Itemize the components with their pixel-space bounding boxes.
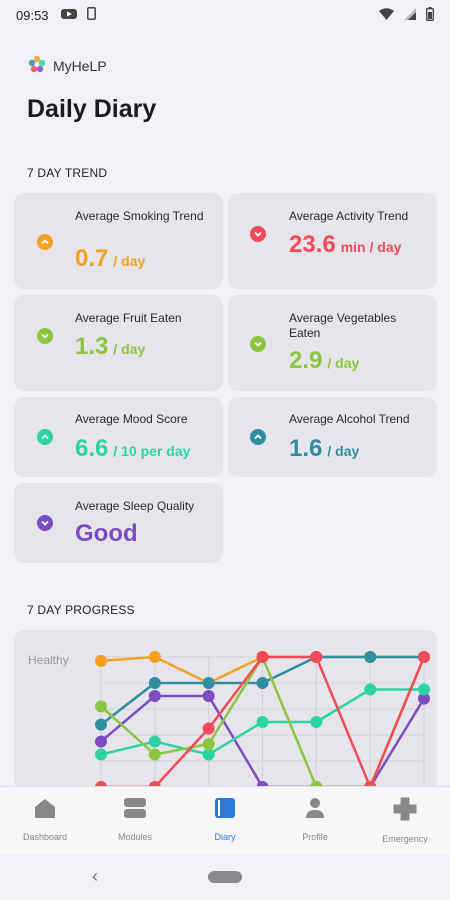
nav-profile[interactable]: Profile (270, 787, 360, 854)
chevron-down-icon (250, 336, 266, 352)
nav-label: Emergency (382, 834, 428, 844)
modules-icon (123, 797, 147, 824)
chart-point-3-2[interactable] (202, 748, 215, 761)
profile-icon (304, 797, 326, 824)
trend-card-value: 1.3/ day (75, 333, 146, 360)
nav-label: Diary (214, 832, 236, 842)
chart-point-2-6[interactable] (418, 692, 430, 705)
chart-point-1-5[interactable] (364, 651, 377, 663)
progress-line-chart: Healthy L (28, 651, 430, 790)
signal-icon (404, 7, 416, 23)
trend-card-title: Average Alcohol Trend (289, 412, 410, 426)
chart-point-3-6[interactable] (418, 683, 430, 696)
system-nav-bar: ‹ (0, 854, 450, 900)
trend-card-fruit[interactable]: Average Fruit Eaten 1.3/ day (14, 295, 223, 391)
trend-card-title: Average Activity Trend (289, 209, 409, 223)
nav-emergency[interactable]: Emergency (360, 787, 450, 854)
trend-card-title: Average Mood Score (75, 412, 188, 426)
nav-label: Profile (302, 832, 328, 842)
nav-label: Dashboard (22, 832, 68, 842)
trend-card-mood[interactable]: Average Mood Score 6.6/ 10 per day (14, 397, 223, 477)
trend-card-value: 23.6 min / day (289, 231, 402, 258)
chevron-up-icon (37, 429, 53, 445)
home-icon (33, 797, 57, 824)
chevron-down-icon (250, 226, 266, 242)
chevron-down-icon (37, 515, 53, 531)
bottom-nav: Dashboard Modules Diary Profile Emergenc… (0, 786, 450, 854)
phone-notification-icon (86, 7, 96, 23)
diary-icon (214, 797, 236, 824)
y-label-top: Healthy (28, 653, 69, 667)
chart-point-5-6[interactable] (418, 651, 430, 663)
chart-point-4-0[interactable] (95, 700, 107, 713)
trend-card-value: 2.9/ day (289, 347, 360, 374)
chevron-up-icon (37, 234, 53, 250)
nav-dashboard[interactable]: Dashboard (0, 787, 90, 854)
chart-point-2-0[interactable] (95, 735, 107, 748)
trend-card-activity[interactable]: Average Activity Trend 23.6 min / day (228, 193, 437, 289)
chart-point-1-0[interactable] (95, 718, 107, 731)
chart-point-1-3[interactable] (256, 677, 269, 689)
page-title: Daily Diary (27, 95, 157, 123)
chart-point-0-1[interactable] (148, 651, 161, 663)
trend-card-alcohol[interactable]: Average Alcohol Trend 1.6/ day (228, 397, 437, 477)
wifi-icon (379, 7, 394, 23)
myhelp-logo-icon (27, 54, 47, 77)
trend-card-title: Average Smoking Trend (75, 209, 204, 223)
progress-chart-card: Healthy L (14, 630, 437, 790)
trend-card-sleep[interactable]: Average Sleep Quality Good (14, 483, 223, 563)
trend-card-title: Average Vegetables Eaten (289, 311, 397, 340)
trend-card-value: 0.7/ day (75, 245, 146, 272)
home-pill-icon[interactable] (208, 871, 242, 883)
chart-point-3-4[interactable] (310, 716, 323, 728)
nav-modules[interactable]: Modules (90, 787, 180, 854)
chart-point-5-3[interactable] (256, 651, 269, 663)
chart-point-4-1[interactable] (148, 748, 161, 761)
trend-card-smoking[interactable]: Average Smoking Trend 0.7/ day (14, 193, 223, 289)
chart-point-1-1[interactable] (148, 677, 161, 689)
nav-diary[interactable]: Diary (180, 787, 270, 854)
battery-icon (426, 6, 434, 24)
brand-name: MyHeLP (53, 57, 107, 74)
trend-card-value: 1.6/ day (289, 435, 360, 462)
chart-point-1-2[interactable] (202, 677, 215, 689)
emergency-cross-icon (393, 797, 417, 826)
brand-header: MyHeLP (27, 54, 107, 77)
chart-point-2-1[interactable] (148, 690, 161, 702)
trend-section-label: 7 DAY TREND (27, 166, 108, 180)
trend-card-title: Average Sleep Quality (75, 499, 195, 513)
chart-point-2-2[interactable] (202, 690, 215, 702)
status-time: 09:53 (16, 7, 49, 23)
status-bar: 09:53 (0, 0, 450, 30)
chevron-up-icon (250, 429, 266, 445)
chevron-down-icon (37, 328, 53, 344)
trend-card-value: Good (75, 520, 138, 547)
progress-section-label: 7 DAY PROGRESS (27, 603, 135, 617)
youtube-icon (60, 8, 77, 23)
nav-label: Modules (117, 832, 153, 842)
chart-point-4-2[interactable] (202, 738, 215, 751)
chart-point-3-0[interactable] (95, 748, 107, 761)
chart-point-3-1[interactable] (148, 735, 161, 748)
chart-point-5-2[interactable] (202, 722, 215, 735)
chart-point-5-4[interactable] (310, 651, 323, 663)
trend-card-value: 6.6/ 10 per day (75, 435, 191, 462)
chart-point-3-3[interactable] (256, 716, 269, 728)
chart-point-0-0[interactable] (95, 654, 107, 667)
trend-card-vegetables[interactable]: Average Vegetables Eaten 2.9/ day (228, 295, 437, 391)
trend-card-title: Average Fruit Eaten (75, 311, 182, 325)
chart-point-3-5[interactable] (364, 683, 377, 696)
back-chevron-icon[interactable]: ‹ (92, 866, 98, 886)
